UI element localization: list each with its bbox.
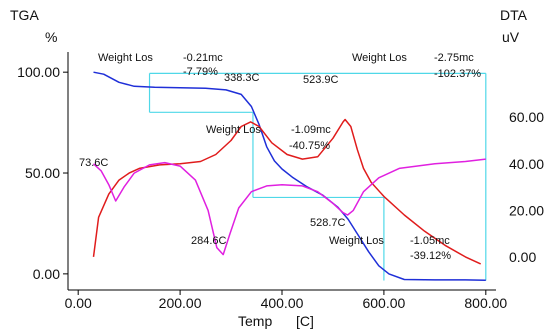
annotation-1-mass: -0.21mc [183,52,223,64]
right-tick-label-2: 20.00 [509,202,544,218]
right-tick-label-1: 0.00 [509,249,536,265]
x-tick-label-5: 800.00 [464,295,507,311]
x-ticks-group: 0.00 200.00 400.00 600.00 800.00 [65,290,507,311]
series-group [92,71,486,282]
annotation-2-label: Weight Los [206,124,261,136]
left-tick-label-3: 100.00 [17,64,60,80]
right-tick-label-4: 60.00 [509,109,544,125]
left-ticks-group: 0.00 50.00 100.00 [17,64,68,282]
left-axis-title-unit: % [45,29,57,45]
x-tick-label-4: 600.00 [362,295,405,311]
annotation-1-percent: -7.79% [183,66,218,78]
left-tick-label-1: 0.00 [33,266,60,282]
peak-label-dta-1: 338.3C [224,72,260,84]
right-axis-title-dta: DTA [500,7,528,23]
annotation-1-label: Weight Los [98,52,153,64]
annotation-4-mass: -2.75mc [434,52,474,64]
step-lines-group [148,72,487,281]
x-tick-label-1: 0.00 [65,295,92,311]
peak-label-ddta-2: 284.6C [191,235,227,247]
series-line-2 [92,118,482,265]
annotation-3-mass: -1.05mc [410,235,450,247]
left-tick-label-2: 50.00 [25,165,60,181]
annotation-3-percent: -39.12% [410,250,451,262]
x-axis-unit: [C] [296,313,314,329]
series-line-1 [93,71,486,282]
series-line-3 [92,158,486,256]
right-ticks-group: 0.00 20.00 40.00 60.00 [509,109,544,265]
x-tick-label-3: 400.00 [261,295,304,311]
annotation-4-percent: -102.37% [434,68,481,80]
right-axis-title-unit: uV [502,29,520,45]
annotation-4-label: Weight Los [352,52,407,64]
right-tick-label-3: 40.00 [509,156,544,172]
annotation-2-mass: -1.09mc [291,124,331,136]
x-tick-label-2: 200.00 [159,295,202,311]
annotation-3-label: Weight Los [329,235,384,247]
peak-label-ddta-3: 528.7C [310,217,346,229]
annotation-2-percent: -40.75% [289,140,330,152]
x-axis-title: Temp [238,313,272,329]
peak-label-ddta-1: 73.6C [79,157,108,169]
left-axis-title-tga: TGA [10,7,39,23]
peak-label-dta-2: 523.9C [303,74,339,86]
